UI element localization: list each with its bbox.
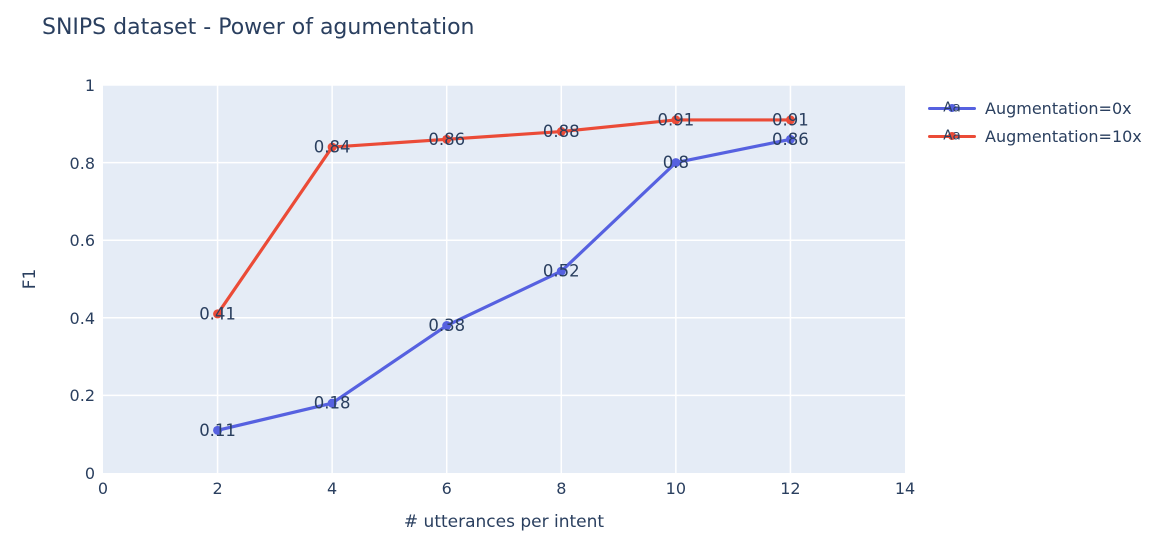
y-tick-label: 0.2: [69, 386, 95, 406]
y-axis-title: F1: [20, 268, 40, 290]
series-line-augmentation-0x: [217, 137, 791, 432]
legend-sample-line-marker-icon: Aa: [928, 98, 976, 118]
x-tick-label: 6: [441, 479, 452, 498]
data-point-label: 0.38: [428, 316, 465, 335]
y-tick-label: 0.4: [69, 308, 95, 328]
series-line-augmentation-10x: [216, 118, 791, 315]
x-tick-label: 2: [212, 479, 223, 498]
data-point[interactable]: [671, 115, 681, 125]
legend-sample-line-marker-icon: Aa: [928, 126, 976, 146]
data-point[interactable]: [327, 142, 337, 152]
y-tick-label: 0.8: [69, 153, 95, 173]
y-tick-label: 0.6: [69, 231, 95, 251]
plot-svg: 0.11 0.18 0.38 0.52 0.8 0.86 0.41 0.84 0.86 0.88 0…: [103, 84, 905, 473]
x-tick-label: 4: [327, 479, 338, 498]
data-point-label: 0.52: [543, 262, 580, 281]
x-tick-label: 14: [894, 479, 916, 498]
x-tick-label: 12: [780, 479, 801, 498]
legend: Aa Augmentation=0x Aa Augmentation=10x: [928, 94, 1142, 150]
data-point-label: 0.91: [657, 110, 694, 129]
data-point[interactable]: [671, 158, 681, 168]
data-point-label: 0.86: [772, 130, 809, 149]
data-point[interactable]: [442, 134, 452, 144]
x-tick-label: 10: [665, 479, 687, 498]
data-point-label: 0.88: [543, 122, 580, 141]
data-point[interactable]: [556, 266, 566, 276]
plot-area[interactable]: 0.11 0.18 0.38 0.52 0.8 0.86 0.41 0.84 0.86 0.88 0…: [103, 84, 905, 473]
data-point[interactable]: [213, 309, 223, 319]
data-point[interactable]: [785, 134, 795, 144]
data-point-label: 0.84: [314, 138, 351, 157]
data-point[interactable]: [442, 321, 452, 331]
y-tick-label: 0: [84, 464, 95, 483]
legend-item-augmentation-0x[interactable]: Aa Augmentation=0x: [928, 94, 1142, 122]
data-point[interactable]: [327, 398, 337, 408]
x-tick-label: 8: [556, 479, 567, 498]
legend-text-sample: Aa: [943, 127, 961, 144]
data-point[interactable]: [556, 127, 566, 137]
data-point-label: 0.91: [772, 110, 809, 129]
x-axis-title: # utterances per intent: [403, 512, 605, 532]
data-point-label: 0.41: [199, 304, 236, 323]
data-point-label: 0.86: [428, 130, 465, 149]
legend-label: Augmentation=10x: [985, 126, 1142, 146]
data-point-label: 0.8: [663, 153, 689, 172]
y-tick-label: 1: [84, 76, 95, 95]
data-point[interactable]: [213, 425, 223, 435]
chart-title: SNIPS dataset - Power of agumentation: [42, 15, 475, 40]
data-point-label: 0.18: [314, 394, 351, 413]
legend-label: Augmentation=0x: [985, 98, 1132, 118]
legend-item-augmentation-10x[interactable]: Aa Augmentation=10x: [928, 122, 1142, 150]
data-point[interactable]: [785, 115, 795, 125]
data-point-label: 0.11: [199, 421, 236, 440]
x-tick-label: 0: [97, 479, 109, 498]
legend-text-sample: Aa: [943, 99, 961, 116]
